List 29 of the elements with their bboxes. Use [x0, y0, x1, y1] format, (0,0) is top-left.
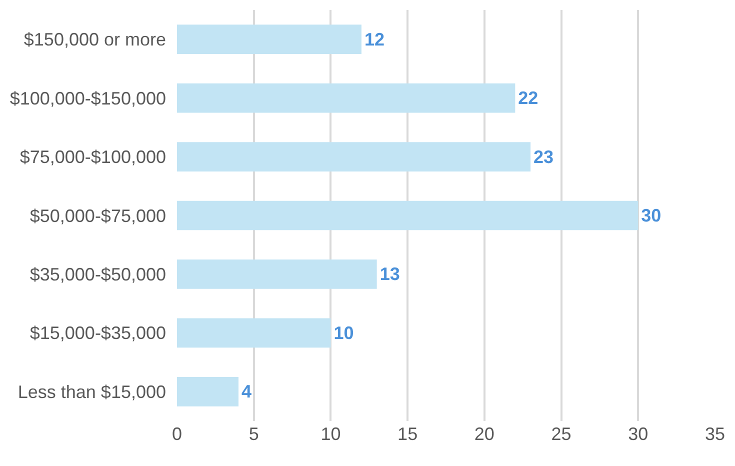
- data-label: 13: [380, 264, 400, 284]
- y-tick-label: Less than $15,000: [18, 382, 166, 402]
- bar: [177, 376, 238, 406]
- y-tick-label: $100,000-$150,000: [10, 88, 166, 108]
- y-tick-label: $75,000-$100,000: [20, 147, 166, 168]
- y-tick-label: $150,000 or more: [24, 30, 166, 50]
- x-tick-label: 30: [628, 424, 648, 444]
- data-label: 30: [641, 206, 662, 226]
- x-tick-label: 15: [398, 424, 418, 444]
- x-tick-label: 0: [172, 424, 182, 444]
- bar: [177, 24, 362, 54]
- data-label: 12: [364, 29, 384, 50]
- bar: [177, 260, 377, 289]
- data-label: 10: [334, 322, 354, 343]
- x-tick-label: 35: [704, 424, 726, 444]
- bar: [177, 318, 331, 348]
- bar: [177, 142, 531, 172]
- y-tick-label: $35,000-$50,000: [30, 264, 166, 285]
- data-label: 4: [241, 382, 252, 402]
- bar: [177, 83, 516, 113]
- y-tick-label: $15,000-$35,000: [30, 323, 166, 344]
- y-tick-label: $50,000-$75,000: [30, 206, 166, 226]
- x-tick-label: 20: [474, 424, 494, 444]
- bar: [177, 200, 638, 230]
- data-label: 22: [518, 88, 538, 108]
- x-tick-label: 10: [320, 424, 341, 444]
- x-tick-label: 25: [551, 424, 572, 444]
- data-label: 23: [534, 146, 554, 167]
- x-tick-label: 5: [248, 424, 259, 444]
